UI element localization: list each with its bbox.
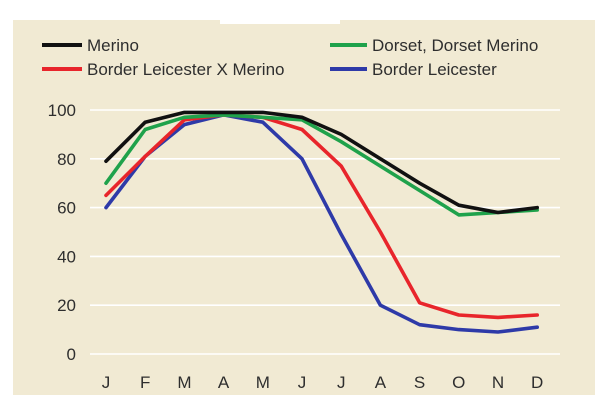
legend-label-border-leicester: Border Leicester xyxy=(372,60,497,79)
x-tick-label-1: F xyxy=(140,373,150,392)
x-tick-label-9: O xyxy=(452,373,465,392)
series-line-3 xyxy=(104,113,539,334)
x-tick-label-10: N xyxy=(492,373,504,392)
legend-item-dorset: Dorset, Dorset Merino xyxy=(330,36,538,55)
y-tick-label-100: 100 xyxy=(48,101,76,120)
y-tick-label-80: 80 xyxy=(57,150,76,169)
x-tick-label-5: J xyxy=(298,373,307,392)
x-tick-label-3: A xyxy=(218,373,230,392)
grid-lines xyxy=(90,109,560,355)
y-axis-ticks: 0 20 40 60 80 100 xyxy=(48,101,76,364)
y-tick-label-20: 20 xyxy=(57,296,76,315)
x-tick-label-8: S xyxy=(414,373,425,392)
legend-item-border-leicester-x-merino: Border Leicester X Merino xyxy=(42,60,284,79)
legend-label-merino: Merino xyxy=(87,36,139,55)
x-tick-label-6: J xyxy=(337,373,346,392)
legend-label-dorset: Dorset, Dorset Merino xyxy=(372,36,538,55)
series-line-1 xyxy=(104,113,539,217)
series-line-0 xyxy=(104,110,539,215)
series-line-2 xyxy=(104,113,539,320)
top-highlight xyxy=(220,20,340,24)
y-tick-label-0: 0 xyxy=(67,345,76,364)
x-tick-label-2: M xyxy=(177,373,191,392)
legend-item-border-leicester: Border Leicester xyxy=(330,60,497,79)
y-tick-label-40: 40 xyxy=(57,247,76,266)
y-tick-label-60: 60 xyxy=(57,199,76,218)
legend-item-merino: Merino xyxy=(42,36,139,55)
legend: Merino Dorset, Dorset Merino Border Leic… xyxy=(42,36,538,79)
x-tick-label-0: J xyxy=(102,373,111,392)
x-tick-label-7: A xyxy=(375,373,387,392)
legend-label-border-leicester-x-merino: Border Leicester X Merino xyxy=(87,60,284,79)
x-tick-label-4: M xyxy=(256,373,270,392)
x-tick-label-11: D xyxy=(531,373,543,392)
series-lines xyxy=(104,110,539,334)
